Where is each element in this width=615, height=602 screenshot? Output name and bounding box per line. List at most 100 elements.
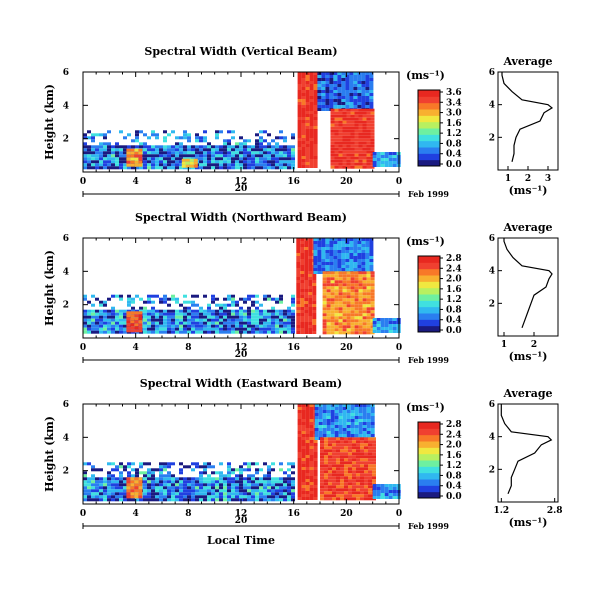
- heatmap-cell: [314, 431, 319, 434]
- heatmap-cell: [338, 165, 343, 169]
- heatmap-cell: [255, 498, 259, 502]
- heatmap-cell: [340, 488, 344, 492]
- heatmap-cell: [366, 316, 371, 320]
- heatmap-cell: [317, 238, 322, 241]
- heatmap-cell: [239, 148, 243, 152]
- heatmap-cell: [259, 166, 263, 170]
- heatmap-cell: [361, 262, 366, 265]
- heatmap-cell: [313, 138, 318, 141]
- heatmap-cell: [159, 492, 163, 496]
- heatmap-cell: [362, 304, 367, 308]
- heatmap-cell: [330, 274, 335, 278]
- heatmap-cell: [338, 132, 343, 136]
- heatmap-cell: [103, 318, 107, 322]
- heatmap-cell: [127, 294, 131, 298]
- heatmap-cell: [199, 151, 203, 155]
- heatmap-cell: [127, 471, 131, 475]
- heatmap-cell: [350, 147, 355, 151]
- heatmap-cell: [354, 292, 359, 296]
- heatmap-cell: [267, 160, 271, 164]
- heatmap-cell: [354, 431, 359, 434]
- heatmap-cell: [111, 483, 115, 487]
- heatmap-cell: [251, 166, 255, 170]
- heatmap-cell: [267, 486, 271, 490]
- heatmap-cell: [362, 289, 367, 293]
- heatmap-cell: [313, 117, 318, 120]
- heatmap-cell: [247, 462, 251, 466]
- heatmap-cell: [304, 325, 309, 328]
- heatmap-cell: [243, 321, 247, 325]
- heatmap-cell: [318, 413, 323, 416]
- heatmap-cell: [271, 154, 275, 158]
- heatmap-cell: [223, 148, 227, 152]
- heatmap-cell: [83, 477, 87, 481]
- heatmap-cell: [337, 90, 342, 93]
- heatmap-cell: [308, 280, 313, 283]
- heatmap-cell: [365, 84, 370, 87]
- heatmap-cell: [364, 449, 368, 453]
- heatmap-cell: [346, 108, 351, 112]
- heatmap-cell: [297, 153, 302, 156]
- heatmap-cell: [130, 489, 135, 493]
- heatmap-cell: [322, 271, 327, 275]
- heatmap-cell: [297, 431, 302, 434]
- heatmap-cell: [338, 425, 343, 428]
- heatmap-cell: [313, 153, 318, 156]
- heatmap-cell: [338, 150, 343, 154]
- heatmap-cell: [115, 145, 119, 149]
- heatmap-cell: [301, 461, 306, 464]
- heatmap-cell: [138, 477, 143, 481]
- heatmap-cell: [155, 145, 159, 149]
- heatmap-cell: [313, 75, 318, 78]
- heatmap-cell: [301, 404, 306, 407]
- heatmap-cell: [325, 93, 330, 96]
- heatmap-cell: [297, 452, 302, 455]
- heatmap-cell: [296, 307, 301, 310]
- heatmap-cell: [300, 322, 305, 325]
- heatmap-cell: [358, 434, 363, 437]
- heatmap-cell: [313, 111, 318, 114]
- heatmap-cell: [329, 72, 334, 75]
- heatmap-cell: [263, 154, 267, 158]
- heatmap-cell: [346, 117, 351, 121]
- heatmap-cell: [309, 473, 314, 476]
- x-tick-label: 12: [235, 509, 248, 519]
- heatmap-cell: [329, 99, 334, 102]
- colorbar-tick-label: 0.4: [446, 316, 462, 326]
- heatmap-cell: [83, 480, 87, 484]
- heatmap-cell: [291, 309, 295, 313]
- heatmap-cell: [342, 328, 347, 332]
- heatmap-cell: [119, 321, 123, 325]
- heatmap-cell: [235, 157, 239, 161]
- heatmap-cell: [175, 324, 179, 328]
- heatmap-cell: [349, 96, 354, 99]
- heatmap-cells: [83, 72, 401, 170]
- heatmap-cell: [326, 307, 331, 311]
- heatmap-cell: [392, 161, 397, 164]
- heatmap-cell: [353, 241, 358, 244]
- heatmap-cell: [372, 437, 376, 441]
- heatmap-cell: [370, 431, 375, 434]
- heatmap-cell: [235, 468, 239, 472]
- heatmap-cell: [259, 315, 263, 319]
- heatmap-cell: [317, 265, 322, 268]
- heatmap-cell: [215, 489, 219, 493]
- heatmap-cell: [340, 455, 344, 459]
- heatmap-cell: [279, 330, 283, 334]
- heatmap-cell: [308, 331, 313, 334]
- heatmap-cell: [267, 145, 271, 149]
- heatmap-cell: [171, 330, 175, 334]
- heatmap-cell: [203, 471, 207, 475]
- heatmap-cell: [372, 324, 377, 327]
- heatmap-cell: [370, 328, 375, 332]
- heatmap-cell: [362, 322, 367, 326]
- heatmap-cell: [99, 312, 103, 316]
- heatmap-cell: [215, 471, 219, 475]
- heatmap-cell: [313, 497, 318, 500]
- heatmap-cell: [99, 327, 103, 331]
- heatmap-cell: [320, 443, 324, 447]
- heatmap-cell: [187, 483, 191, 487]
- colorbar-swatch: [418, 300, 440, 308]
- heatmap-cell: [330, 165, 335, 169]
- heatmap-cell: [143, 489, 147, 493]
